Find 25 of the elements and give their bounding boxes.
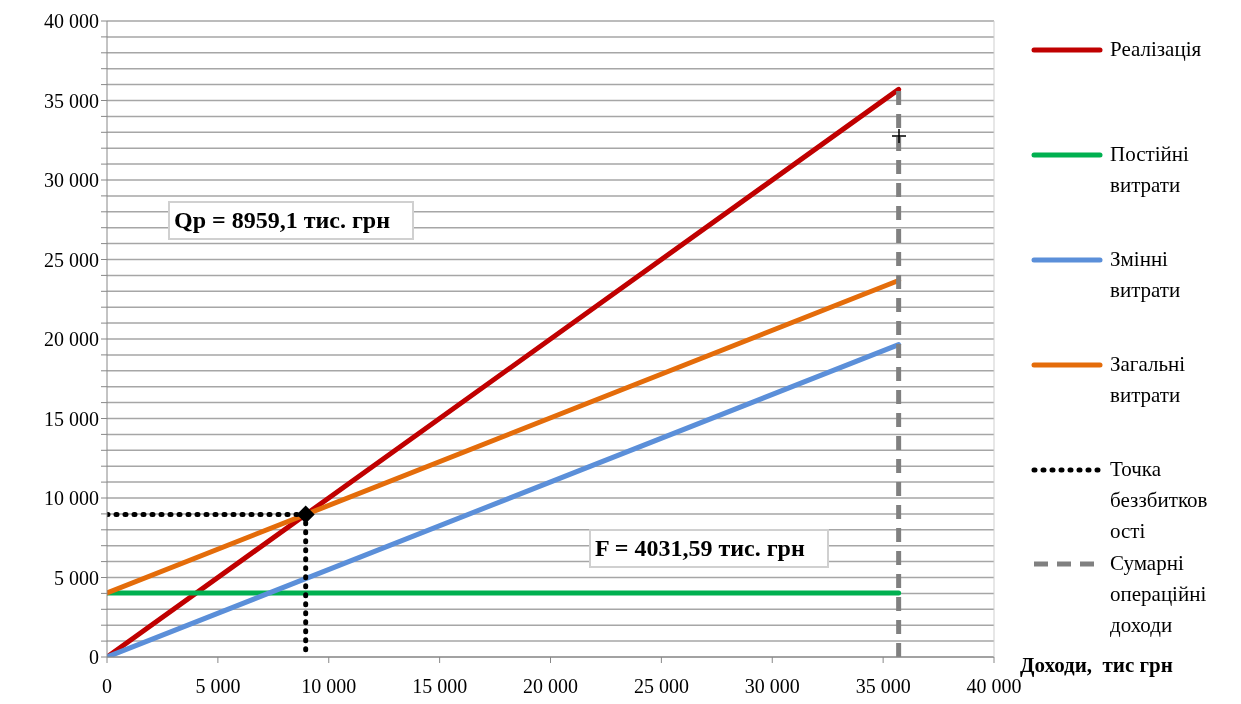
legend-label: Загальні витрати: [1110, 351, 1187, 409]
y-tick-label: 5 000: [54, 566, 99, 589]
x-tick-label: 25 000: [633, 675, 689, 698]
annotation: Qp = 8959,1 тис. грн: [168, 201, 415, 240]
x-tick-label: 20 000: [523, 675, 578, 698]
legend-label: Сумарні операційні доходи: [1110, 550, 1208, 639]
x-tick-label: 30 000: [744, 675, 800, 698]
x-tick-label: 15 000: [412, 675, 468, 698]
y-tick-label: 10 000: [44, 487, 99, 510]
y-tick-label: 35 000: [44, 89, 99, 112]
y-tick-label: 25 000: [44, 248, 99, 271]
annotation: F = 4031,59 тис. грн: [589, 529, 829, 568]
x-tick-label: 10 000: [301, 675, 357, 698]
y-tick-label: 40 000: [44, 10, 99, 33]
legend-label: Змінні витрати: [1110, 246, 1182, 304]
x-axis-title: Доходи, тис грн: [1020, 653, 1173, 678]
legend-label: Постійні витрати: [1110, 141, 1190, 199]
legend-label: Точка беззбитковості: [1110, 456, 1209, 545]
y-tick-label: 0: [89, 646, 99, 669]
y-tick-label: 15 000: [44, 407, 99, 430]
y-tick-label: 30 000: [44, 169, 99, 192]
x-tick-label: 35 000: [855, 675, 911, 698]
x-tick-label: 5 000: [195, 675, 241, 698]
y-tick-label: 20 000: [44, 328, 99, 351]
legend-label: Реалізація: [1110, 36, 1203, 63]
